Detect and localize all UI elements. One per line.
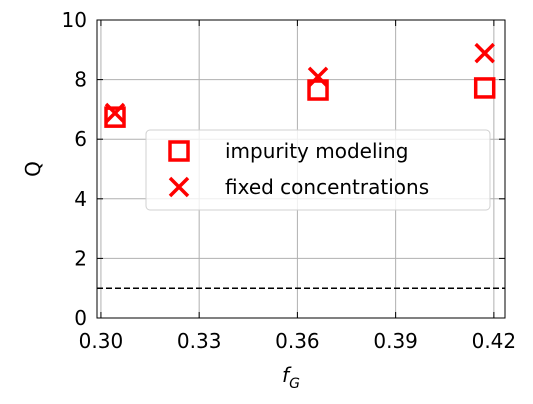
- x-tick-label: 0.33: [177, 329, 222, 353]
- x-tick-label: 0.39: [373, 329, 418, 353]
- y-tick-label: 10: [62, 8, 87, 32]
- x-marker: [168, 176, 190, 198]
- x-tick-label: 0.42: [472, 329, 517, 353]
- y-tick-label: 8: [74, 68, 87, 92]
- square-marker: [168, 140, 190, 162]
- x-marker: [104, 102, 126, 124]
- x-marker: [307, 66, 329, 88]
- y-tick-label: 4: [74, 187, 87, 211]
- x-marker: [474, 42, 495, 64]
- legend-label: impurity modeling: [225, 139, 408, 163]
- x-axis-label-main: f: [282, 363, 292, 387]
- x-axis-label: fG: [282, 363, 300, 392]
- square-marker: [473, 77, 496, 99]
- legend-label: fixed concentrations: [225, 175, 429, 199]
- y-tick-label: 2: [74, 246, 87, 270]
- square-marker: [307, 79, 329, 101]
- y-tick-label: 6: [74, 127, 87, 151]
- x-tick-label: 0.36: [275, 329, 320, 353]
- y-tick-label: 0: [74, 306, 87, 330]
- legend-box: [145, 129, 491, 211]
- plot-frame: [96, 19, 506, 319]
- x-tick-label: 0.30: [79, 329, 124, 353]
- square-marker: [104, 106, 126, 128]
- y-axis-label: Q: [21, 161, 45, 177]
- x-axis-label-sub: G: [289, 376, 300, 392]
